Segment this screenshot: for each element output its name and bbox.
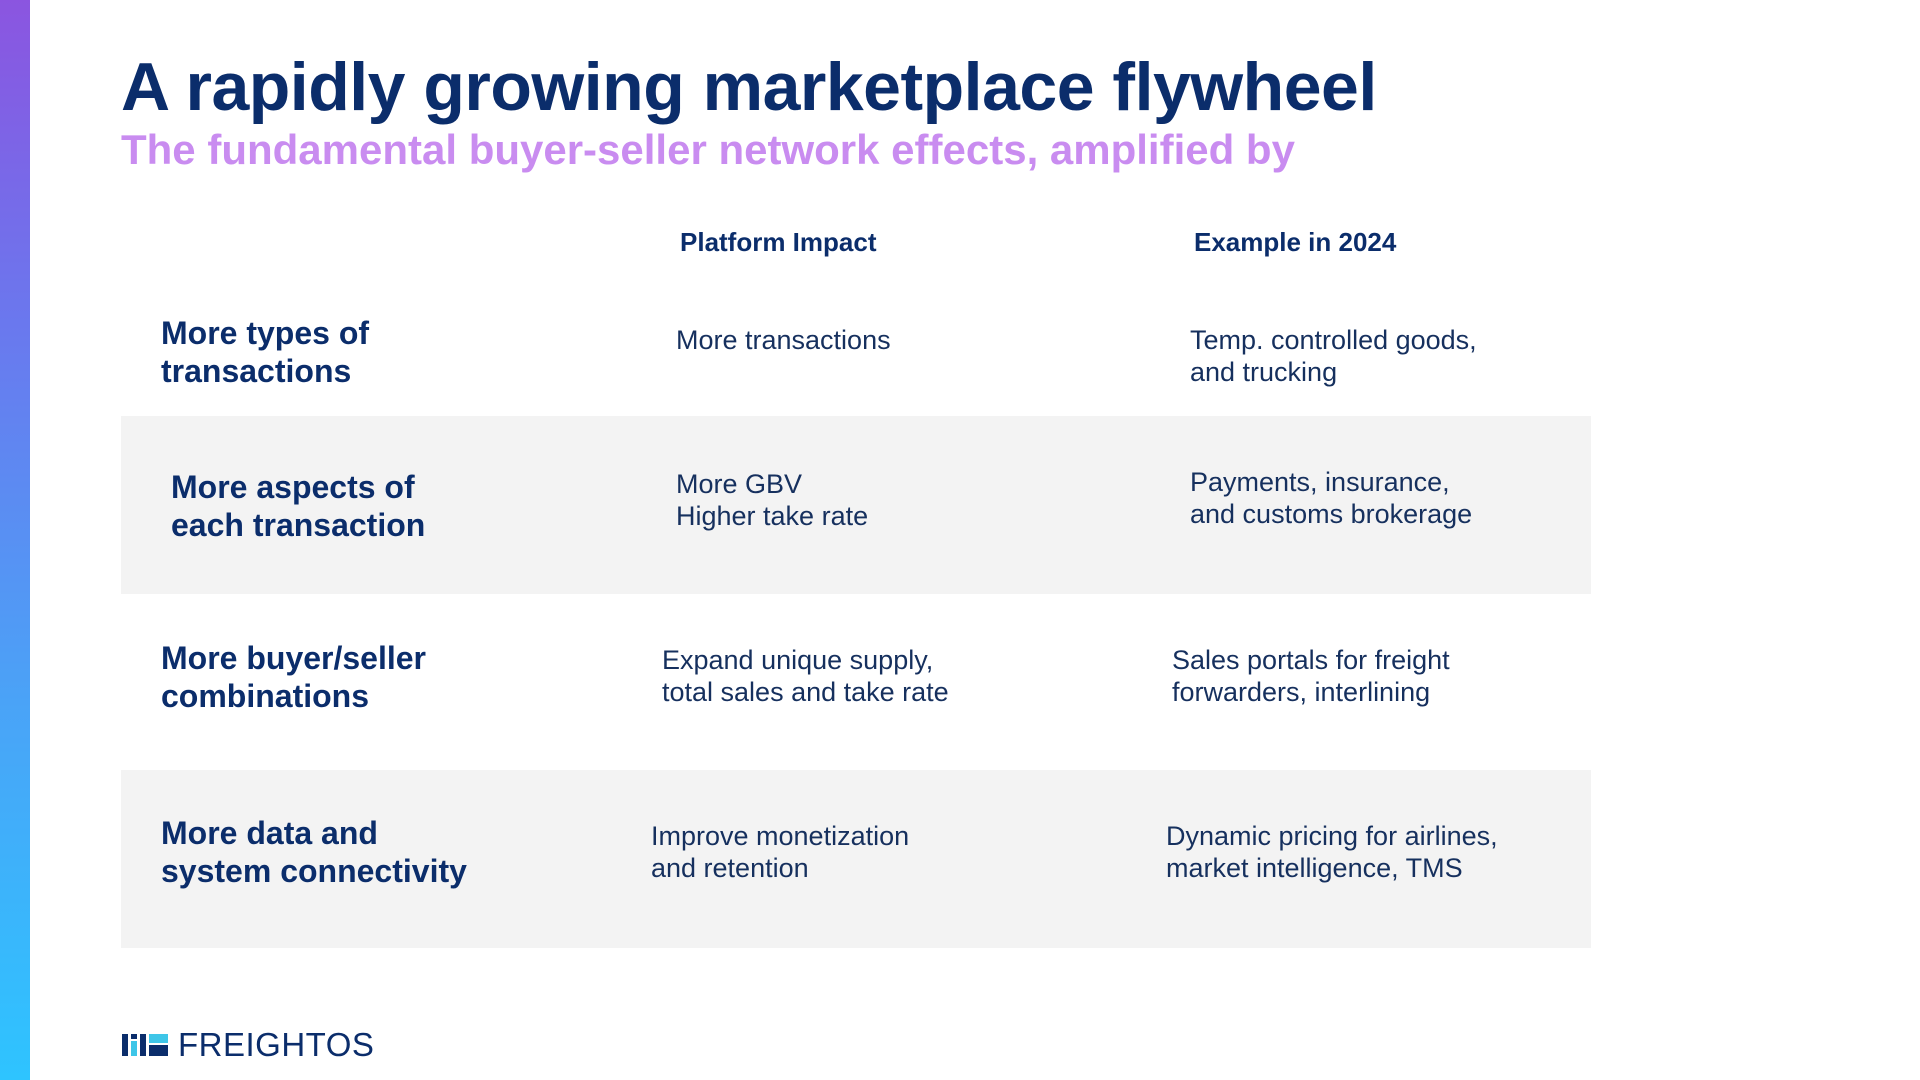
table-row: More aspects of each transaction More GB… (121, 416, 1591, 594)
row-example: Sales portals for freight forwarders, in… (1172, 645, 1450, 707)
freightos-logo: FREIGHTOS (122, 1026, 375, 1063)
freightos-logo-icon (122, 1034, 168, 1056)
row-label: More types of transactions (161, 315, 370, 389)
gradient-side-bar (0, 0, 30, 1080)
row-label: More buyer/seller combinations (161, 640, 426, 714)
row-label: More data and system connectivity (161, 815, 467, 889)
row-example: Dynamic pricing for airlines, market int… (1166, 821, 1498, 883)
table-row: More data and system connectivity Improv… (121, 770, 1591, 948)
row-impact: Expand unique supply, total sales and ta… (662, 645, 949, 707)
slide-title: A rapidly growing marketplace flywheel (121, 49, 1377, 125)
row-impact: Improve monetization and retention (651, 821, 910, 883)
row-impact: More transactions (676, 325, 891, 355)
row-label: More aspects of each transaction (171, 469, 426, 543)
row-example: Payments, insurance, and customs brokera… (1190, 467, 1473, 529)
slide-subtitle: The fundamental buyer-seller network eff… (121, 126, 1295, 173)
freightos-logo-text: FREIGHTOS (178, 1026, 375, 1063)
column-header-platform-impact: Platform Impact (680, 227, 877, 257)
row-impact: More GBV Higher take rate (676, 469, 869, 531)
table-row: More buyer/seller combinations Expand un… (121, 594, 1591, 770)
row-example: Temp. controlled goods, and trucking (1190, 325, 1477, 387)
column-header-example: Example in 2024 (1194, 227, 1397, 257)
table-row: More types of transactions More transact… (121, 290, 1591, 416)
